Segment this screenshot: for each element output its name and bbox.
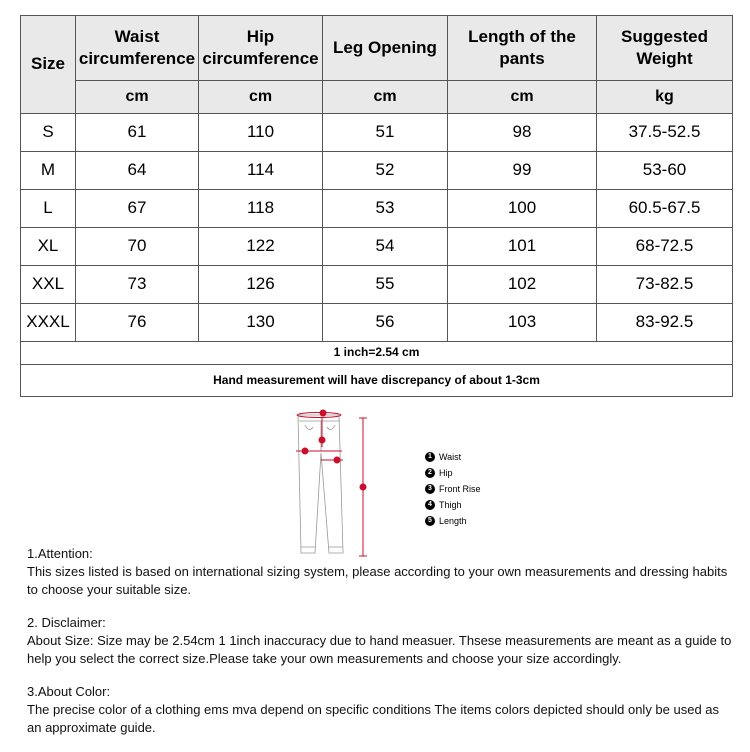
discrepancy-note: Hand measurement will have discrepancy o… [20, 364, 733, 397]
note-block: 3.About Color: The precise color of a clo… [27, 683, 737, 737]
note-body: About Size: Size may be 2.54cm 1 1inch i… [27, 633, 732, 666]
pants-outline-icon [297, 414, 344, 554]
table-cell: 55 [322, 265, 448, 304]
table-cell: 54 [322, 227, 448, 266]
legend-item: 1 Waist [425, 449, 481, 465]
table-row: XL 70 122 54 101 68-72.5 [20, 227, 733, 266]
legend-item: 5 Length [425, 513, 481, 529]
table-cell: 67 [75, 189, 199, 228]
table-cell: 118 [198, 189, 323, 228]
number-circle-icon: 4 [425, 500, 435, 510]
table-cell: 73-82.5 [596, 265, 733, 304]
number-circle-icon: 1 [425, 452, 435, 462]
legend-label: Front Rise [439, 484, 481, 494]
table-cell: 102 [447, 265, 597, 304]
header-leg-opening: Leg Opening [322, 15, 448, 81]
table-row: M 64 114 52 99 53-60 [20, 151, 733, 190]
table-cell: 37.5-52.5 [596, 113, 733, 152]
marker-1 [319, 409, 327, 417]
unit-cell: cm [75, 80, 199, 114]
note-title: 2. Disclaimer: [27, 615, 106, 630]
table-row: XXL 73 126 55 102 73-82.5 [20, 265, 733, 304]
table-cell: 98 [447, 113, 597, 152]
table-cell: XXL [20, 265, 76, 304]
header-size: Size [20, 15, 76, 114]
inch-conversion-note: 1 inch=2.54 cm [20, 341, 733, 365]
unit-cell: cm [447, 80, 597, 114]
table-cell: 130 [198, 303, 323, 342]
unit-cell: kg [596, 80, 733, 114]
marker-2 [301, 447, 309, 455]
header-length: Length of the pants [447, 15, 597, 81]
table-cell: L [20, 189, 76, 228]
unit-cell: cm [322, 80, 448, 114]
table-cell: XXXL [20, 303, 76, 342]
table-cell: S [20, 113, 76, 152]
table-cell: XL [20, 227, 76, 266]
table-cell: 101 [447, 227, 597, 266]
legend-item: 3 Front Rise [425, 481, 481, 497]
measurement-lines [296, 412, 367, 557]
note-title: 1.Attention: [27, 546, 93, 561]
table-row: XXXL 76 130 56 103 83-92.5 [20, 303, 733, 342]
legend-label: Thigh [439, 500, 462, 510]
table-cell: 83-92.5 [596, 303, 733, 342]
number-circle-icon: 5 [425, 516, 435, 526]
note-block: 1.Attention: This sizes listed is based o… [27, 545, 737, 599]
legend-item: 4 Thigh [425, 497, 481, 513]
table-cell: 122 [198, 227, 323, 266]
table-cell: 110 [198, 113, 323, 152]
note-title: 3.About Color: [27, 684, 111, 699]
table-cell: 68-72.5 [596, 227, 733, 266]
table-cell: 76 [75, 303, 199, 342]
legend-label: Hip [439, 468, 453, 478]
table-cell: 64 [75, 151, 199, 190]
table-cell: 70 [75, 227, 199, 266]
number-circle-icon: 2 [425, 468, 435, 478]
table-cell: 53 [322, 189, 448, 228]
table-row: L 67 118 53 100 60.5-67.5 [20, 189, 733, 228]
table-cell: 99 [447, 151, 597, 190]
header-waist: Waist circumference [75, 15, 199, 81]
table-cell: 103 [447, 303, 597, 342]
header-weight: Suggested Weight [596, 15, 733, 81]
table-cell: 51 [322, 113, 448, 152]
table-cell: 114 [198, 151, 323, 190]
notes-section: 1.Attention: This sizes listed is based o… [27, 545, 737, 752]
marker-4 [333, 456, 341, 464]
marker-3 [318, 436, 326, 444]
legend-label: Waist [439, 452, 462, 462]
note-block: 2. Disclaimer: About Size: Size may be 2.… [27, 614, 737, 668]
note-body: The precise color of a clothing ems mva … [27, 702, 720, 735]
table-cell: 53-60 [596, 151, 733, 190]
table-cell: 126 [198, 265, 323, 304]
marker-5 [359, 483, 367, 491]
table-cell: 60.5-67.5 [596, 189, 733, 228]
unit-cell: cm [198, 80, 323, 114]
note-body: This sizes listed is based on internatio… [27, 564, 728, 597]
table-cell: 73 [75, 265, 199, 304]
table-cell: 52 [322, 151, 448, 190]
table-cell: M [20, 151, 76, 190]
pants-measurement-diagram [296, 409, 367, 557]
table-cell: 56 [322, 303, 448, 342]
table-row: S 61 110 51 98 37.5-52.5 [20, 113, 733, 152]
legend-label: Length [439, 516, 467, 526]
table-cell: 61 [75, 113, 199, 152]
diagram-legend: 1 Waist 2 Hip 3 Front Rise 4 Thigh 5 Length [425, 449, 481, 529]
size-chart-table: Size Waist circumference Hip circumferen… [20, 15, 733, 397]
legend-item: 2 Hip [425, 465, 481, 481]
header-hip: Hip circumference [198, 15, 323, 81]
number-circle-icon: 3 [425, 484, 435, 494]
table-cell: 100 [447, 189, 597, 228]
